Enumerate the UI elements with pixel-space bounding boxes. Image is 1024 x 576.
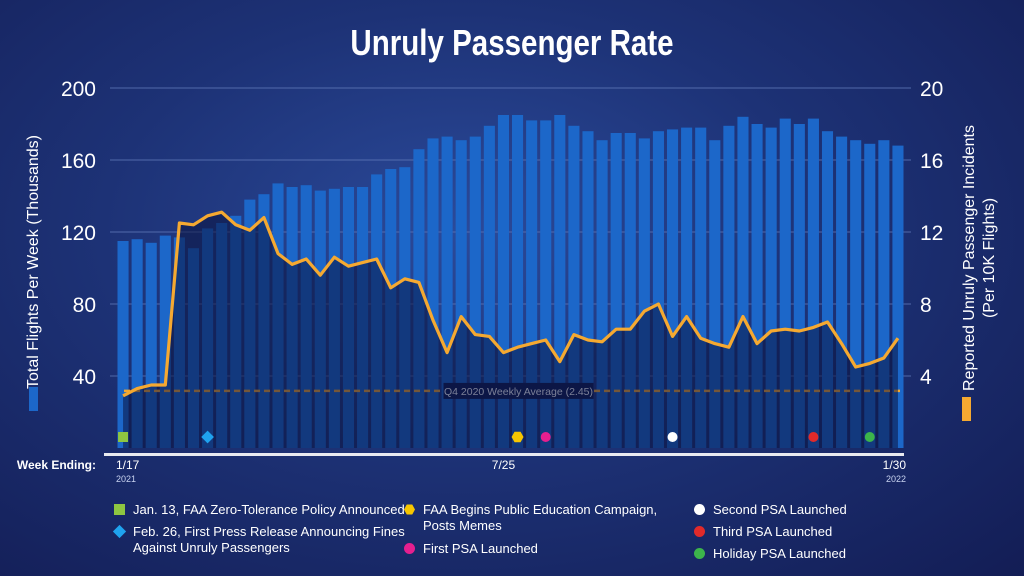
event-marker-diamond — [201, 430, 214, 444]
line-path — [122, 210, 900, 398]
event-marker-circle — [864, 432, 875, 442]
x-tick-sublabel: 2021 — [116, 474, 136, 484]
circle-marker-icon — [404, 543, 415, 554]
bar — [582, 131, 594, 448]
square-marker-icon — [114, 504, 125, 515]
y-tick-label: 160 — [61, 150, 96, 173]
event-marker-circle — [667, 432, 678, 442]
bar — [131, 239, 143, 448]
y2-axis-legend-swatch — [962, 397, 971, 421]
bar — [624, 133, 636, 448]
axes: 40 80 120 160 200 4 8 12 16 20 Total Flights Per W… — [17, 78, 998, 484]
event-marker-circle — [540, 432, 551, 442]
bar — [512, 115, 524, 448]
bar — [652, 131, 664, 448]
bar — [779, 118, 791, 448]
circle-marker-icon — [694, 548, 705, 559]
bar — [666, 129, 679, 448]
bar — [793, 124, 805, 448]
bar — [821, 131, 834, 448]
y-tick-label: 80 — [73, 294, 96, 317]
x-tick-label: 1/17 — [116, 458, 140, 472]
bar — [145, 242, 157, 448]
line-area — [123, 212, 898, 448]
bar — [526, 120, 538, 449]
legend-label: Third PSA Launched — [713, 524, 833, 539]
event-marker-circle — [808, 432, 819, 442]
bar — [723, 125, 735, 449]
bar — [681, 127, 693, 448]
legend-label: Feb. 26, First Press Release Announcing … — [133, 524, 405, 539]
chart-title: Unruly Passenger Rate — [350, 22, 674, 63]
y-tick-label: 200 — [61, 78, 96, 101]
hex-marker-icon — [404, 504, 415, 515]
event-markers — [118, 430, 875, 444]
bar — [751, 124, 763, 448]
legend-label: Holiday PSA Launched — [713, 546, 846, 561]
bar — [596, 140, 608, 448]
bar — [836, 136, 848, 448]
legend-item: Second PSA Launched — [694, 502, 847, 518]
legend-item: Feb. 26, First Press Release Announcing … — [112, 524, 405, 556]
legend-label: First PSA Launched — [423, 541, 538, 556]
bar — [455, 140, 467, 448]
y-axis-title: Total Flights Per Week (Thousands) — [25, 135, 42, 389]
legend-item: Holiday PSA Launched — [694, 546, 846, 562]
y2-axis-title-line: (Per 10K Flights) — [981, 198, 998, 318]
bar — [892, 145, 904, 448]
legend-label: Posts Memes — [423, 518, 502, 533]
event-marker-square — [118, 432, 129, 442]
bar — [469, 136, 481, 448]
bar — [864, 143, 876, 449]
bar — [427, 138, 439, 448]
legend-label: Jan. 13, FAA Zero-Tolerance Policy Annou… — [133, 502, 405, 517]
legend-label: Against Unruly Passengers — [133, 540, 290, 555]
bar — [765, 127, 777, 448]
circle-marker-icon — [694, 504, 705, 515]
y-tick-label: 120 — [61, 222, 96, 245]
legend-label: Second PSA Launched — [713, 502, 847, 517]
bar — [441, 136, 453, 448]
bar — [807, 118, 819, 448]
legend-label: FAA Begins Public Education Campaign, — [423, 502, 658, 517]
y2-tick-label: 20 — [920, 78, 943, 101]
bar — [159, 235, 171, 448]
y-tick-label: 40 — [73, 366, 96, 389]
bar — [709, 140, 721, 448]
bar — [610, 133, 622, 448]
bar — [850, 140, 862, 448]
legend-item: FAA Begins Public Education Campaign, Pos… — [404, 502, 657, 534]
bar — [540, 120, 552, 449]
bar — [554, 115, 566, 448]
legend-item: First PSA Launched — [404, 541, 538, 557]
x-axis-title: Week Ending: — [17, 458, 96, 472]
y2-tick-label: 8 — [920, 294, 932, 317]
y2-tick-label: 12 — [920, 222, 943, 245]
y2-axis-title-line: Reported Unruly Passenger Incidents — [961, 125, 978, 391]
bar — [878, 140, 890, 448]
line-series — [122, 210, 900, 448]
bar — [568, 125, 580, 449]
y-axis-legend-swatch — [29, 387, 38, 411]
y2-tick-label: 4 — [920, 366, 932, 389]
legend-item: Jan. 13, FAA Zero-Tolerance Policy Annou… — [114, 502, 405, 518]
x-axis-line — [104, 453, 904, 456]
x-tick-label: 1/30 — [883, 458, 907, 472]
chart-canvas: Q4 2020 Weekly Average (2.45) 4080120160… — [17, 78, 998, 484]
x-tick-label: 7/25 — [492, 458, 516, 472]
y2-tick-label: 16 — [920, 150, 943, 173]
diamond-marker-icon — [112, 524, 127, 539]
event-marker-hexagon — [511, 431, 524, 443]
bar — [695, 127, 707, 448]
bar — [117, 241, 129, 448]
bar — [737, 116, 749, 449]
bar — [638, 138, 650, 448]
circle-marker-icon — [694, 526, 705, 537]
x-tick-sublabel: 2022 — [886, 474, 906, 484]
legend-item: Third PSA Launched — [694, 524, 832, 540]
bar — [483, 125, 495, 449]
bar — [497, 115, 509, 448]
